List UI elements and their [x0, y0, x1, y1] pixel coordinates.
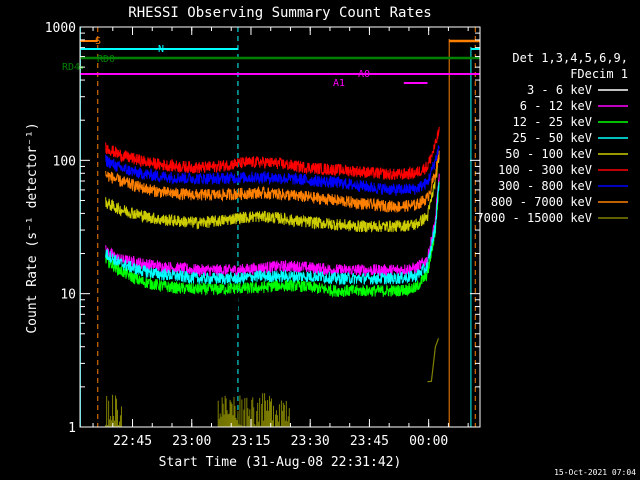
- legend-label: 800 - 7000 keV: [491, 195, 592, 209]
- series-800-7000-kev: [105, 150, 440, 214]
- y-tick-label: 1: [68, 421, 76, 436]
- flag-s-label: S: [95, 36, 101, 47]
- legend-header-2: FDecim 1: [570, 67, 628, 81]
- y-tick-label: 1000: [45, 21, 76, 36]
- series-7000-15000-kev-rise: [427, 338, 440, 383]
- y-tick-label: 100: [53, 154, 76, 169]
- y-tick-label: 10: [60, 288, 76, 303]
- axes: 22:45 23:00 23:15 23:30 23:45 00:00 1 10 100 1000: [45, 21, 480, 449]
- x-tick-label: 23:00: [172, 434, 211, 449]
- flag-n-label: N: [158, 44, 164, 55]
- x-axis-label: Start Time (31-Aug-08 22:31:42): [159, 455, 402, 470]
- legend-header-1: Det 1,3,4,5,6,9,: [512, 51, 628, 65]
- x-tick-label: 23:45: [350, 434, 389, 449]
- series-12-25-kev: [105, 181, 440, 298]
- series-7000-15000-kev: [105, 338, 440, 427]
- footer-timestamp: 15-Oct-2021 07:04: [554, 468, 636, 477]
- flag-a0-label: A0: [358, 69, 370, 80]
- legend-label: 100 - 300 keV: [498, 163, 592, 177]
- x-tick-label: 23:15: [231, 434, 270, 449]
- x-tick-label: 00:00: [409, 434, 448, 449]
- chart-title: RHESSI Observing Summary Count Rates: [128, 5, 431, 21]
- legend-label: 3 - 6 keV: [527, 83, 592, 97]
- legend-label: 25 - 50 keV: [513, 131, 592, 145]
- series-25-50-kev: [105, 182, 440, 286]
- flag-rd0-label: RD0: [97, 54, 115, 65]
- legend-label: 50 - 100 keV: [505, 147, 592, 161]
- flag-rd4-label: RD4: [62, 62, 80, 73]
- series-100-300-kev: [105, 126, 440, 180]
- legend-label: 7000 - 15000 keV: [476, 211, 592, 225]
- plot-frame: [79, 26, 481, 428]
- x-tick-label: 23:30: [291, 434, 330, 449]
- flag-bars: S N RD0 RD4 A1 A0: [62, 27, 480, 427]
- data-series: [105, 126, 440, 427]
- x-tick-label: 22:45: [113, 434, 152, 449]
- flag-a1-label: A1: [333, 78, 345, 89]
- y-axis-label: Count Rate (s⁻¹ detector⁻¹): [25, 122, 40, 333]
- legend-label: 300 - 800 keV: [498, 179, 592, 193]
- legend-entries: 3 - 6 keV 6 - 12 keV 12 - 25 keV 25 - 50 ke…: [476, 83, 628, 225]
- legend-label: 6 - 12 keV: [520, 99, 592, 113]
- legend: Det 1,3,4,5,6,9, FDecim 1 3 - 6 keV 6 - 1…: [476, 51, 628, 225]
- series-50-100-kev: [105, 155, 440, 233]
- series-300-800-kev: [105, 144, 440, 196]
- legend-label: 12 - 25 keV: [513, 115, 592, 129]
